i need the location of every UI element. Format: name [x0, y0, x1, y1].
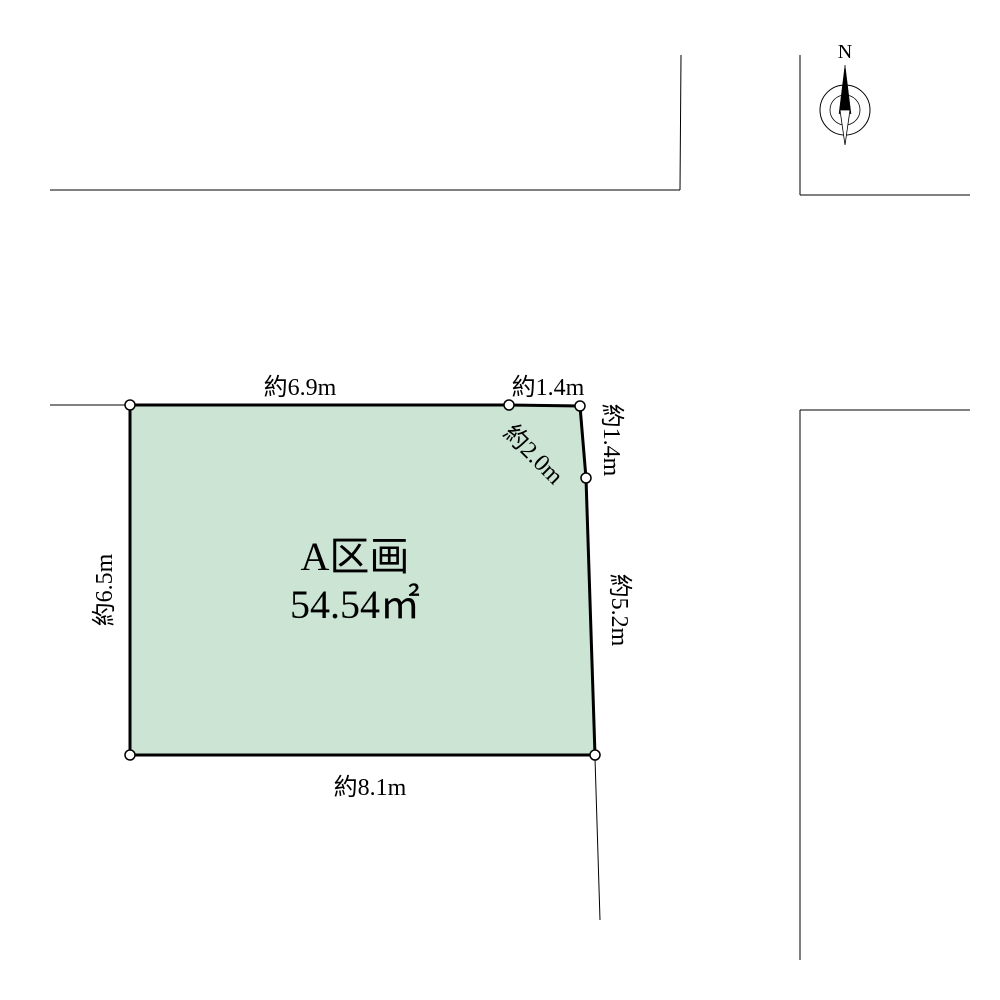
compass-icon: N: [820, 41, 870, 145]
dimension-label: 約1.4m: [512, 374, 585, 401]
plot-area-value: 54.54: [290, 582, 380, 627]
dimension-label: 約8.1m: [334, 774, 407, 801]
plot-area-label: 54.54㎡: [290, 582, 420, 627]
plot-area-unit: ㎡: [380, 582, 420, 627]
site-plan-diagram: A区画 54.54㎡ 約6.9m約1.4m約2.0m約1.4m約5.2m約8.1…: [0, 0, 1000, 1000]
dimension-label: 約1.4m: [598, 404, 625, 477]
dimension-label: 約5.2m: [606, 574, 633, 647]
plot-name-label: A区画: [301, 534, 410, 579]
compass-north-label: N: [838, 41, 852, 63]
dimension-label: 約6.5m: [91, 553, 118, 626]
dimension-label: 約6.9m: [264, 374, 337, 401]
